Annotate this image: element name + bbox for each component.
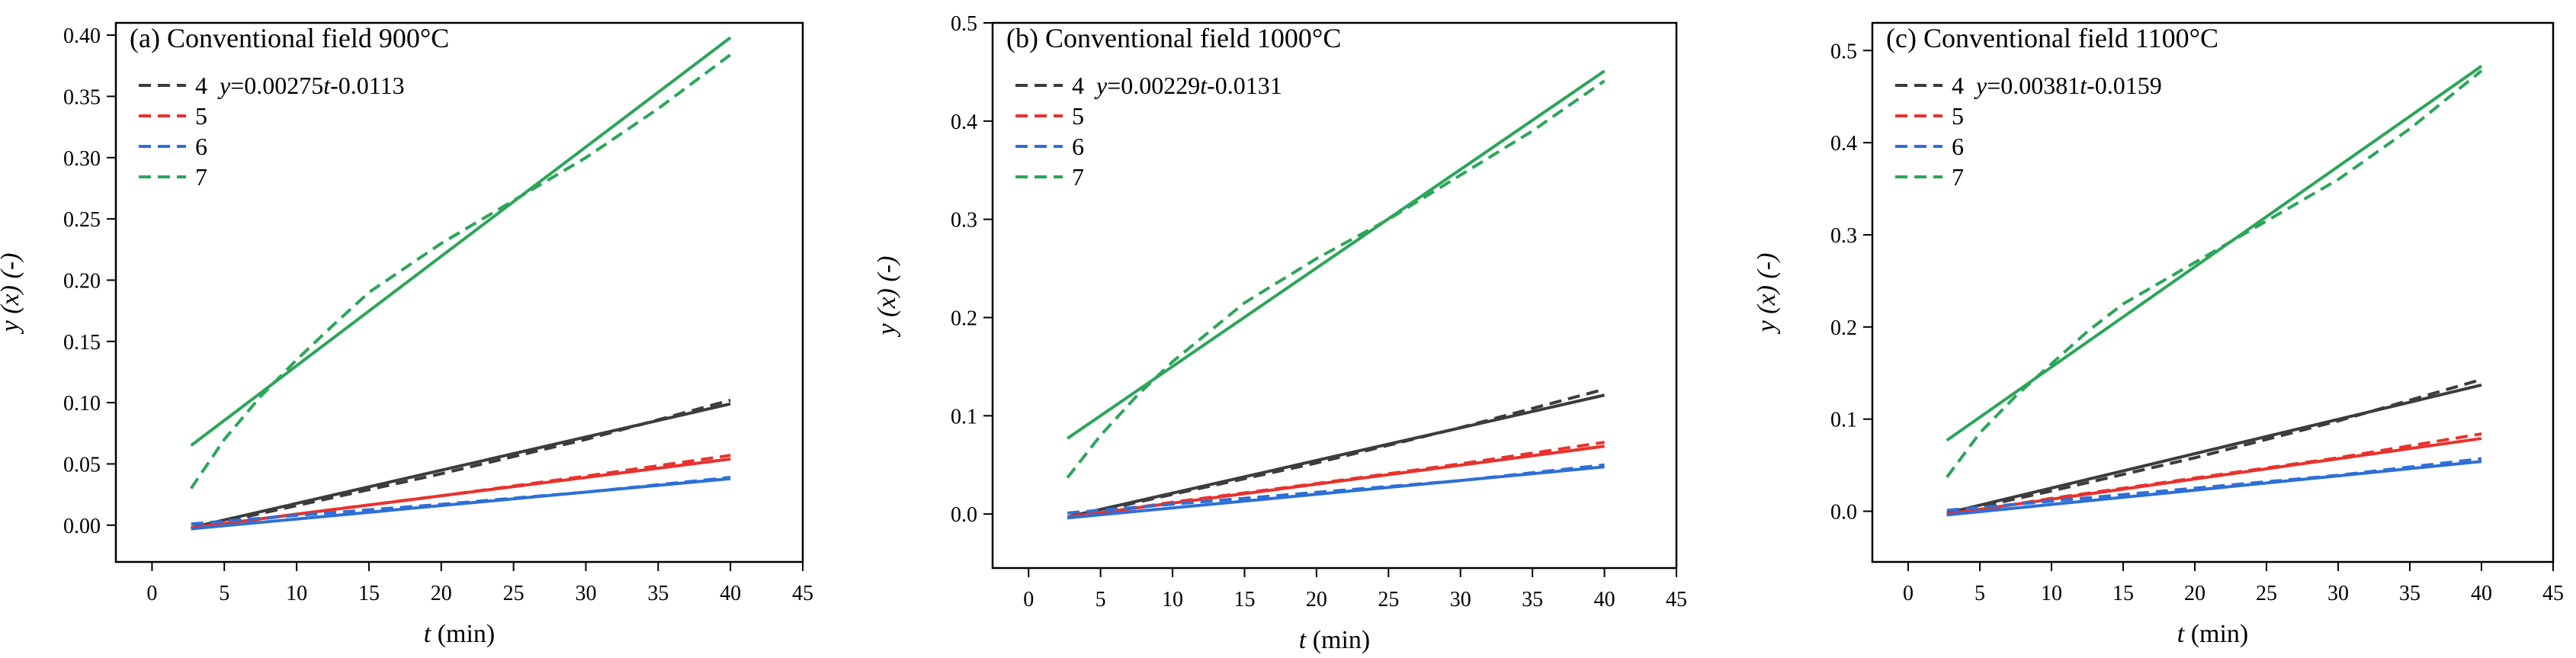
- y-tick-label: 0.2: [951, 307, 977, 330]
- x-tick-label: 45: [2542, 582, 2564, 605]
- x-tick-label: 0: [146, 582, 157, 605]
- x-tick-label: 20: [431, 582, 452, 605]
- x-tick-label: 0: [1903, 582, 1914, 605]
- x-tick-label: 20: [2184, 582, 2205, 605]
- x-tick-label: 10: [286, 582, 307, 605]
- x-tick-label: 25: [1378, 588, 1399, 611]
- data-line-series-7: [189, 53, 732, 489]
- legend: 4 5 6 7: [1895, 72, 1964, 191]
- x-tick-label: 30: [1450, 588, 1471, 611]
- y-tick-label: 0.5: [1830, 40, 1857, 63]
- data-line-series-4: [1067, 387, 1606, 520]
- x-tick-label: 5: [1096, 588, 1106, 611]
- x-tick-label: 40: [720, 582, 741, 605]
- y-tick-label: 0.1: [1830, 409, 1857, 432]
- x-tick-label: 30: [2327, 582, 2349, 605]
- y-tick-label: 0.2: [1830, 316, 1857, 340]
- legend-label-4: 4: [195, 72, 207, 99]
- fit-line-series-6: [1946, 460, 2482, 517]
- fit-line-series-4: [1067, 393, 1606, 518]
- legend-label-7: 7: [1072, 163, 1084, 191]
- chart-panel-3: 0 5 10 15 20 25 30 35 40 450.00.10.20.30.40.5t (m…: [1753, 21, 2564, 648]
- x-tick-label: 25: [503, 582, 525, 605]
- y-tick-label: 0.25: [63, 208, 101, 232]
- y-tick-label: 0.5: [951, 12, 977, 36]
- data-line-series-6: [191, 476, 731, 526]
- y-tick-label: 0.1: [951, 405, 977, 429]
- x-tick-label: 20: [1306, 588, 1327, 611]
- x-tick-label: 45: [1666, 588, 1687, 611]
- legend-label-6: 6: [1952, 133, 1964, 160]
- data-line-series-5: [1067, 441, 1605, 520]
- x-tick-label: 5: [219, 582, 229, 605]
- x-tick-label: 35: [647, 582, 669, 605]
- x-tick-label: 35: [1522, 588, 1543, 611]
- x-tick-label: 10: [1162, 588, 1183, 611]
- x-tick-label: 15: [2112, 582, 2134, 605]
- data-line-series-7: [1946, 69, 2483, 479]
- y-axis-label: y (x) (-): [0, 253, 24, 335]
- y-axis-label: y (x) (-): [1753, 253, 1781, 335]
- x-axis-label: t (min): [424, 620, 496, 648]
- legend-label-5: 5: [195, 102, 207, 130]
- y-tick-label: 0.35: [63, 85, 101, 109]
- y-tick-label: 0.15: [63, 331, 101, 355]
- legend: 4 5 6 7: [1015, 72, 1084, 191]
- plot-frame: [114, 21, 804, 563]
- y-tick-label: 0.20: [63, 269, 101, 293]
- data-line-series-4: [1946, 377, 2482, 516]
- y-tick-label: 0.10: [63, 392, 101, 416]
- legend-label-4: 4: [1072, 72, 1084, 99]
- y-tick-label: 0.05: [63, 453, 101, 477]
- chart-panel-2: 0 5 10 15 20 25 30 35 40 450.00.10.20.30.40.5t (m…: [873, 12, 1687, 654]
- x-tick-label: 35: [2399, 582, 2420, 605]
- x-tick-label: 45: [792, 582, 813, 605]
- panel-title: (b) Conventional field 1000°C: [1006, 23, 1341, 53]
- legend-label-6: 6: [195, 133, 207, 160]
- panel-title: (a) Conventional field 900°C: [130, 23, 449, 53]
- x-tick-label: 0: [1023, 588, 1034, 611]
- legend-label-6: 6: [1072, 133, 1084, 160]
- y-tick-label: 0.30: [63, 147, 101, 171]
- legend-label-5: 5: [1952, 102, 1964, 130]
- panel-title: (c) Conventional field 1100°C: [1886, 23, 2218, 53]
- legend-label-5: 5: [1072, 102, 1084, 130]
- data-line-series-4: [191, 398, 731, 531]
- legend-label-4: 4: [1952, 72, 1964, 99]
- y-tick-label: 0.00: [63, 515, 101, 538]
- x-tick-label: 15: [358, 582, 380, 605]
- chart-panel-1: 0 5 10 15 20 25 30 35 40 450.000.050.100.150.200.…: [0, 21, 813, 648]
- data-line-series-6: [1946, 457, 2482, 512]
- data-line-series-6: [1067, 463, 1605, 515]
- x-axis-label: t (min): [2177, 620, 2249, 648]
- legend-label-7: 7: [1952, 163, 1964, 191]
- x-tick-label: 15: [1233, 588, 1255, 611]
- x-tick-label: 40: [1594, 588, 1615, 611]
- x-tick-label: 5: [1975, 582, 1985, 605]
- y-tick-label: 0.0: [951, 503, 977, 527]
- y-tick-label: 0.0: [1830, 501, 1857, 525]
- plot-frame: [991, 21, 1678, 570]
- x-tick-label: 10: [2041, 582, 2062, 605]
- data-line-series-5: [1946, 432, 2482, 517]
- y-tick-label: 0.3: [1830, 224, 1857, 248]
- plot-frame: [1871, 21, 2555, 563]
- x-tick-label: 40: [2471, 582, 2492, 605]
- fit-equation: y=0.00275t-0.0113: [217, 72, 405, 99]
- data-line-series-5: [191, 454, 731, 531]
- y-axis-label: y (x) (-): [873, 256, 901, 338]
- data-line-series-7: [1066, 79, 1606, 479]
- x-tick-label: 30: [575, 582, 596, 605]
- y-tick-label: 0.3: [951, 209, 977, 233]
- legend-label-7: 7: [195, 163, 207, 191]
- x-axis-label: t (min): [1299, 626, 1371, 654]
- x-tick-label: 25: [2256, 582, 2277, 605]
- legend: 4 5 6 7: [139, 72, 207, 191]
- y-tick-label: 0.4: [1830, 132, 1857, 156]
- y-tick-label: 0.40: [63, 24, 101, 48]
- fit-equation: y=0.00381t-0.0159: [1974, 72, 2162, 99]
- y-tick-label: 0.4: [951, 111, 977, 134]
- fit-equation: y=0.00229t-0.0131: [1094, 72, 1282, 99]
